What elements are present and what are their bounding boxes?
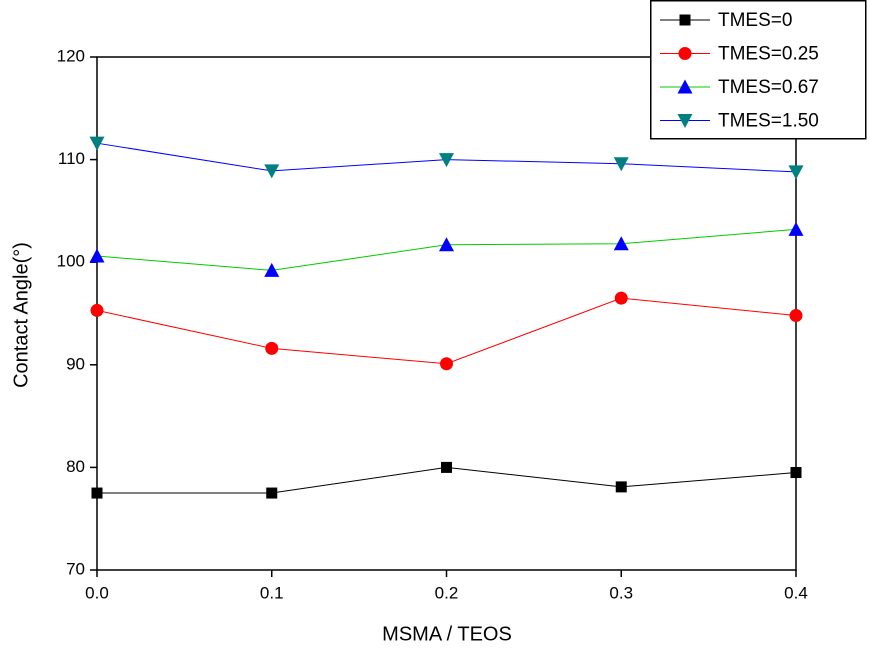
legend-label: TMES=0	[718, 10, 792, 31]
marker	[788, 165, 804, 180]
y-tick-label: 70	[66, 559, 85, 578]
legend-marker	[678, 47, 692, 60]
legend-marker	[677, 114, 693, 128]
marker	[264, 262, 280, 277]
marker	[439, 153, 454, 168]
y-tick-label: 80	[66, 457, 85, 476]
marker	[613, 157, 629, 172]
legend-marker	[679, 14, 691, 26]
marker	[265, 341, 279, 355]
x-tick-label: 0.1	[260, 583, 284, 602]
x-tick-label: 0.3	[609, 583, 633, 602]
y-tick-label: 120	[57, 46, 85, 65]
y-tick-label: 110	[58, 149, 85, 168]
marker	[89, 136, 105, 151]
legend-label: TMES=0.25	[718, 44, 819, 65]
marker	[614, 291, 628, 305]
marker	[789, 309, 803, 323]
marker	[90, 303, 104, 317]
x-tick-label: 0.2	[435, 583, 459, 602]
marker	[615, 481, 627, 493]
legend-marker	[677, 79, 693, 94]
marker	[613, 236, 629, 251]
y-axis-title: Contact Angle(°)	[10, 242, 32, 388]
y-tick-label: 90	[66, 354, 85, 373]
legend: TMES=0 TMES=0.25 TMES=0.67 TMES=1.50	[650, 0, 867, 140]
marker	[439, 237, 454, 252]
marker	[790, 467, 802, 479]
legend-label: TMES=0.67	[718, 77, 819, 98]
marker	[441, 461, 452, 473]
marker	[264, 164, 280, 179]
marker	[788, 221, 804, 236]
marker	[89, 248, 105, 263]
marker	[91, 487, 103, 499]
marker	[440, 357, 453, 371]
legend-label: TMES=1.50	[718, 111, 819, 132]
x-tick-label: 0.0	[85, 583, 109, 602]
x-axis-title: MSMA / TEOS	[382, 623, 512, 645]
series-line	[96, 297, 797, 365]
x-tick-label: 0.4	[784, 583, 808, 602]
marker	[266, 487, 278, 499]
y-tick-label: 100	[57, 252, 85, 271]
